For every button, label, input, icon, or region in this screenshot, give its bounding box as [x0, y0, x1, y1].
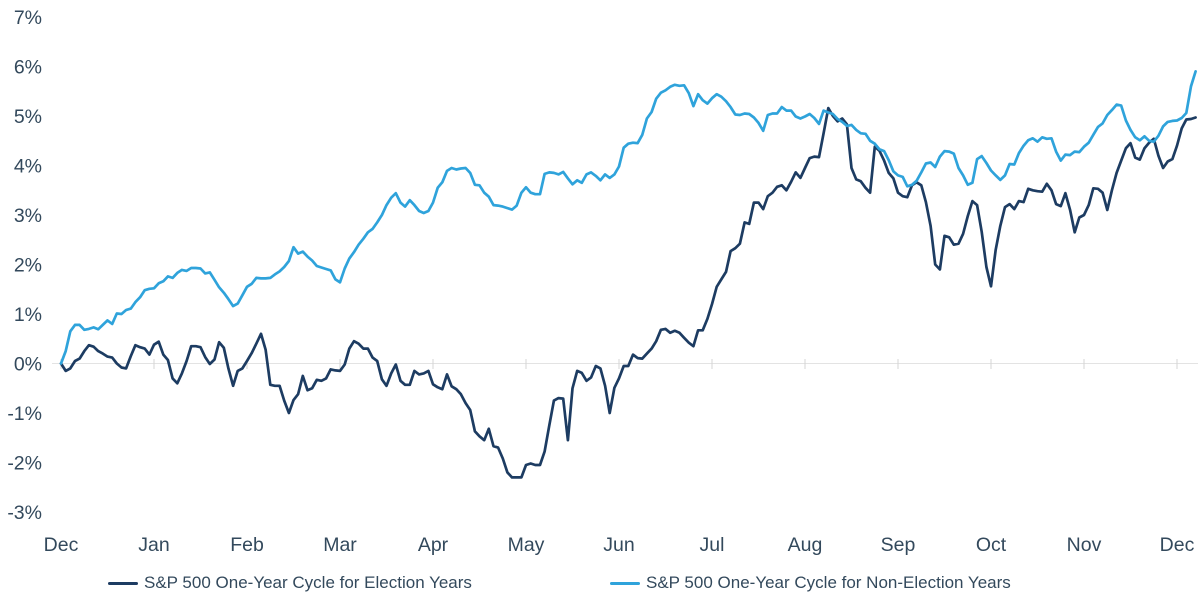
y-tick-label: 4%: [14, 156, 42, 178]
y-tick-label: 2%: [14, 255, 42, 277]
x-tick-label: Nov: [1067, 534, 1102, 556]
x-tick-label: Dec: [44, 534, 79, 556]
legend-item-election: S&P 500 One-Year Cycle for Election Year…: [108, 572, 472, 594]
x-tick-label: Jun: [603, 534, 634, 556]
x-tick-label: Dec: [1160, 534, 1195, 556]
y-tick-label: 3%: [14, 205, 42, 227]
legend-label-election: S&P 500 One-Year Cycle for Election Year…: [144, 573, 472, 592]
legend-label-non-election: S&P 500 One-Year Cycle for Non-Election …: [646, 573, 1011, 592]
x-tick-label: Oct: [976, 534, 1007, 556]
x-tick-label: Jan: [138, 534, 169, 556]
non-election-line-swatch: [610, 581, 640, 585]
election-line-swatch: [108, 581, 138, 585]
y-tick-label: 0%: [14, 354, 42, 376]
x-tick-label: Jul: [700, 534, 725, 556]
x-tick-label: May: [508, 534, 545, 556]
x-tick-label: Aug: [788, 534, 823, 556]
x-tick-label: Mar: [323, 534, 357, 556]
election-years-line: [59, 106, 1197, 479]
y-tick-label: -1%: [7, 403, 42, 425]
y-tick-label: 7%: [14, 7, 42, 29]
x-tick-label: Apr: [418, 534, 449, 556]
y-tick-label: 5%: [14, 106, 42, 128]
x-tick-label: Sep: [881, 534, 916, 556]
non-election-years-line: [59, 70, 1197, 365]
x-tick-label: Feb: [230, 534, 264, 556]
legend-item-non-election: S&P 500 One-Year Cycle for Non-Election …: [610, 572, 1011, 594]
y-tick-label: -3%: [7, 502, 42, 524]
y-tick-label: 6%: [14, 57, 42, 79]
y-tick-label: 1%: [14, 304, 42, 326]
y-tick-label: -2%: [7, 453, 42, 475]
